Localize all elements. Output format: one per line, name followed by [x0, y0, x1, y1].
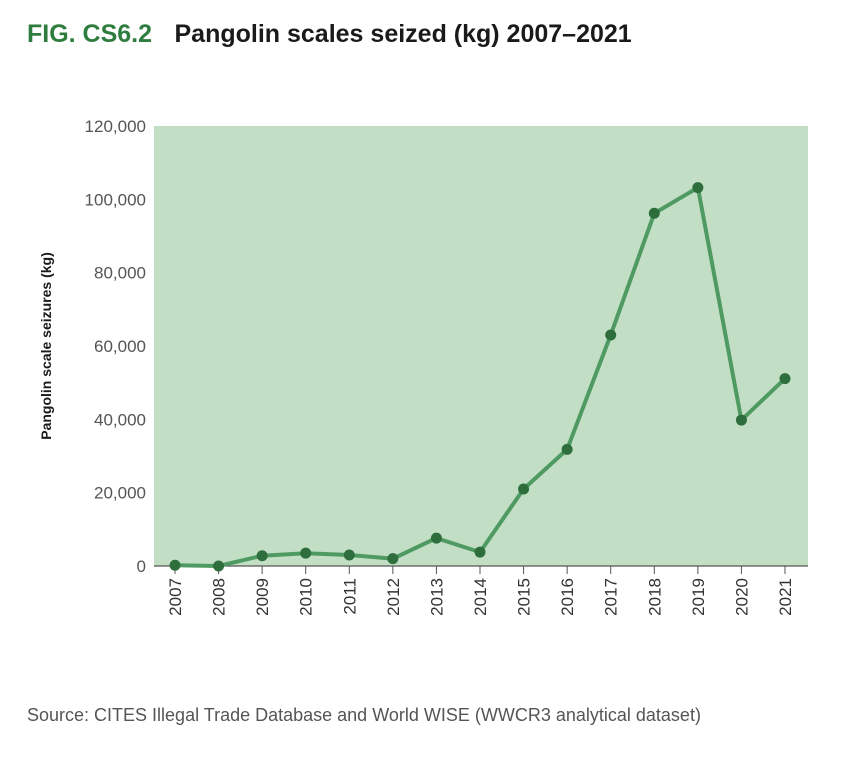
- y-tick-label: 60,000: [94, 337, 146, 356]
- x-tick-label: 2013: [427, 578, 446, 616]
- y-tick-label: 40,000: [94, 410, 146, 429]
- x-tick-label: 2009: [253, 578, 272, 616]
- x-tick-label: 2008: [210, 578, 229, 616]
- x-tick-label: 2007: [166, 578, 185, 616]
- data-point-2018: [648, 207, 660, 219]
- x-tick-label: 2014: [471, 578, 490, 616]
- x-tick-label: 2011: [340, 578, 359, 615]
- data-point-2010: [300, 547, 312, 559]
- data-point-2019: [692, 182, 704, 194]
- data-point-2014: [474, 546, 486, 558]
- x-tick-label: 2012: [384, 578, 403, 616]
- data-point-2009: [256, 550, 268, 562]
- figure-label: FIG. CS6.2: [27, 20, 153, 48]
- figure-title-row: FIG. CS6.2 Pangolin scales seized (kg) 2…: [27, 20, 632, 49]
- source-note: Source: CITES Illegal Trade Database and…: [27, 705, 701, 725]
- x-tick-label: 2019: [689, 578, 708, 616]
- y-tick-label: 0: [137, 557, 146, 576]
- data-point-2021: [779, 373, 791, 385]
- y-tick-label: 20,000: [94, 484, 146, 503]
- data-point-2015: [518, 483, 530, 495]
- x-tick-label: 2020: [732, 578, 751, 616]
- y-tick-label: 80,000: [94, 264, 146, 283]
- line-chart: 020,00040,00060,00080,000100,000120,000 …: [38, 117, 808, 616]
- data-point-2007: [169, 559, 181, 571]
- x-tick-label: 2015: [515, 578, 534, 616]
- plot-area: [154, 126, 808, 566]
- data-point-2012: [387, 553, 399, 565]
- y-tick-label: 120,000: [85, 117, 146, 136]
- x-tick-label: 2018: [645, 578, 664, 616]
- x-axis-ticks: 2007 2008 2009 2010 2011 2012 2013 2014 2015 2016…: [166, 566, 795, 616]
- y-axis-ticks: 0 20,000 40,000 60,000 80,000 100,000 120,000: [85, 117, 146, 576]
- y-axis-label: Pangolin scale seizures (kg): [38, 252, 54, 440]
- data-markers: [169, 182, 791, 572]
- figure-title: Pangolin scales seized (kg) 2007–2021: [174, 20, 632, 48]
- data-point-2017: [605, 329, 617, 341]
- x-tick-label: 2017: [602, 578, 621, 616]
- y-tick-label: 100,000: [85, 190, 146, 209]
- x-tick-label: 2021: [776, 578, 795, 616]
- data-point-2013: [430, 532, 442, 544]
- x-tick-label: 2010: [297, 578, 316, 616]
- data-point-2020: [735, 414, 747, 426]
- x-tick-label: 2016: [558, 578, 577, 616]
- data-point-2011: [343, 549, 355, 561]
- data-point-2008: [213, 560, 225, 572]
- data-point-2016: [561, 443, 573, 455]
